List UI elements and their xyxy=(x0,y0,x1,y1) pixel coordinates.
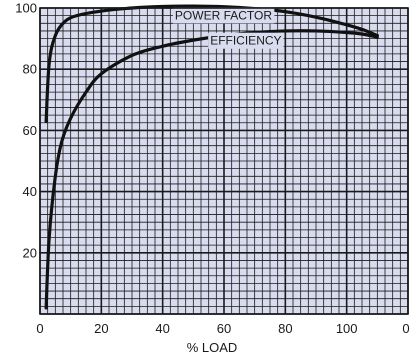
y-tick-label: 100 xyxy=(15,1,37,16)
y-tick-label: 40 xyxy=(23,184,37,199)
series-line-efficiency xyxy=(44,29,379,310)
y-tick-label: 60 xyxy=(23,123,37,138)
series-line-power-factor xyxy=(44,4,379,123)
curve-labels: POWER FACTOR EFFICIENCY xyxy=(172,7,284,49)
x-tick-label: 100 xyxy=(336,321,358,336)
x-tick-label: 20 xyxy=(94,321,108,336)
curve-label-power-factor: POWER FACTOR xyxy=(175,8,272,22)
y-tick-label: 80 xyxy=(23,62,37,77)
plot-frame xyxy=(39,7,409,315)
y-tick-label: 20 xyxy=(23,245,37,260)
curve-label-efficiency: EFFICIENCY xyxy=(210,34,281,48)
x-tick-label: 0 xyxy=(402,321,409,336)
x-tick-label: 80 xyxy=(278,321,292,336)
x-tick-label: 0 xyxy=(36,321,43,336)
x-tick-label: 40 xyxy=(155,321,169,336)
curve-label-power-factor-backdrop xyxy=(172,7,275,24)
x-tick-label: 60 xyxy=(217,321,231,336)
x-axis-ticks: 0 20 40 60 80 100 0 xyxy=(36,321,409,336)
x-axis-label: % LOAD xyxy=(187,340,238,355)
curve-label-efficiency-backdrop xyxy=(208,32,284,49)
series-lines xyxy=(44,4,379,310)
y-axis-ticks: 20 40 60 80 100 xyxy=(15,1,37,261)
